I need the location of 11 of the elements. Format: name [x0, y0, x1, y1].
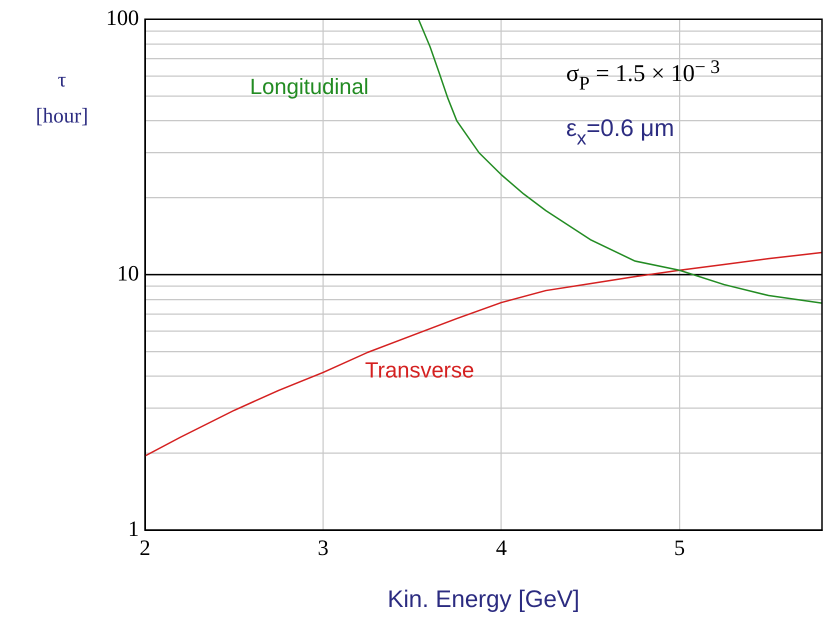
x-tick-label: 5 — [674, 534, 685, 560]
x-tick-label: 4 — [496, 534, 507, 560]
x-tick-label: 3 — [318, 534, 329, 560]
x-axis-title: Kin. Energy [GeV] — [387, 586, 580, 614]
x-tick-label: 2 — [140, 534, 150, 560]
y-tick-label: 1 — [128, 516, 139, 541]
series-label: Transverse — [365, 358, 474, 383]
y-axis-title: τ [hour] — [36, 68, 88, 128]
y-tick-label: 10 — [117, 260, 139, 286]
y-tick-label: 100 — [106, 4, 139, 30]
text: Longitudinal — [250, 74, 369, 100]
